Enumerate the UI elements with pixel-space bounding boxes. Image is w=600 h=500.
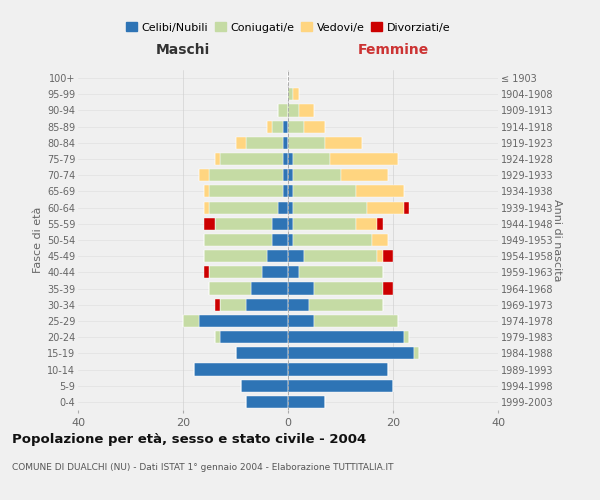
Bar [283,153,288,165]
Bar [288,315,314,327]
Y-axis label: Fasce di età: Fasce di età [32,207,43,273]
Bar [267,120,272,132]
Bar [356,186,404,198]
Bar [288,380,393,392]
Bar [404,331,409,343]
Bar [341,169,388,181]
Bar [404,202,409,213]
Bar [288,104,299,117]
Bar [377,250,383,262]
Text: COMUNE DI DUALCHI (NU) - Dati ISTAT 1° gennaio 2004 - Elaborazione TUTTITALIA.IT: COMUNE DI DUALCHI (NU) - Dati ISTAT 1° g… [12,462,394,471]
Bar [288,153,293,165]
Bar [304,250,377,262]
Bar [372,234,388,246]
Bar [204,266,209,278]
Bar [288,250,304,262]
Bar [204,250,267,262]
Bar [251,282,288,294]
Bar [277,202,288,213]
Bar [220,298,246,311]
Bar [267,250,288,262]
Bar [277,104,288,117]
Bar [288,234,293,246]
Bar [272,234,288,246]
Bar [288,88,293,101]
Bar [209,266,262,278]
Bar [293,88,299,101]
Bar [241,380,288,392]
Bar [293,218,356,230]
Bar [215,218,272,230]
Bar [293,153,330,165]
Bar [293,186,356,198]
Y-axis label: Anni di nascita: Anni di nascita [552,198,562,281]
Bar [283,137,288,149]
Bar [288,396,325,408]
Bar [204,234,272,246]
Bar [330,153,398,165]
Bar [299,104,314,117]
Bar [288,282,314,294]
Bar [220,331,288,343]
Bar [288,120,304,132]
Bar [283,120,288,132]
Bar [299,266,383,278]
Bar [193,364,288,376]
Bar [304,120,325,132]
Bar [246,137,283,149]
Bar [288,331,404,343]
Bar [283,169,288,181]
Bar [288,348,414,360]
Bar [367,202,404,213]
Bar [414,348,419,360]
Bar [383,282,393,294]
Bar [288,186,293,198]
Bar [209,282,251,294]
Bar [288,266,299,278]
Bar [356,218,377,230]
Bar [288,218,293,230]
Bar [288,298,309,311]
Bar [283,186,288,198]
Bar [314,315,398,327]
Bar [377,218,383,230]
Bar [325,137,361,149]
Bar [272,120,283,132]
Bar [199,315,288,327]
Bar [215,298,220,311]
Bar [204,218,215,230]
Text: Femmine: Femmine [358,43,428,57]
Bar [209,202,277,213]
Bar [314,282,383,294]
Text: Maschi: Maschi [156,43,210,57]
Bar [288,202,293,213]
Bar [293,202,367,213]
Bar [288,137,325,149]
Bar [183,315,199,327]
Bar [220,153,283,165]
Bar [262,266,288,278]
Bar [199,169,209,181]
Bar [204,202,209,213]
Bar [235,137,246,149]
Bar [246,396,288,408]
Bar [215,331,220,343]
Text: Popolazione per età, sesso e stato civile - 2004: Popolazione per età, sesso e stato civil… [12,432,366,446]
Bar [272,218,288,230]
Bar [293,234,372,246]
Bar [246,298,288,311]
Bar [309,298,383,311]
Bar [215,153,220,165]
Legend: Celibi/Nubili, Coniugati/e, Vedovi/e, Divorziati/e: Celibi/Nubili, Coniugati/e, Vedovi/e, Di… [121,18,455,37]
Bar [204,186,209,198]
Bar [288,364,388,376]
Bar [293,169,341,181]
Bar [288,169,293,181]
Bar [209,186,283,198]
Bar [235,348,288,360]
Bar [383,250,393,262]
Bar [209,169,283,181]
